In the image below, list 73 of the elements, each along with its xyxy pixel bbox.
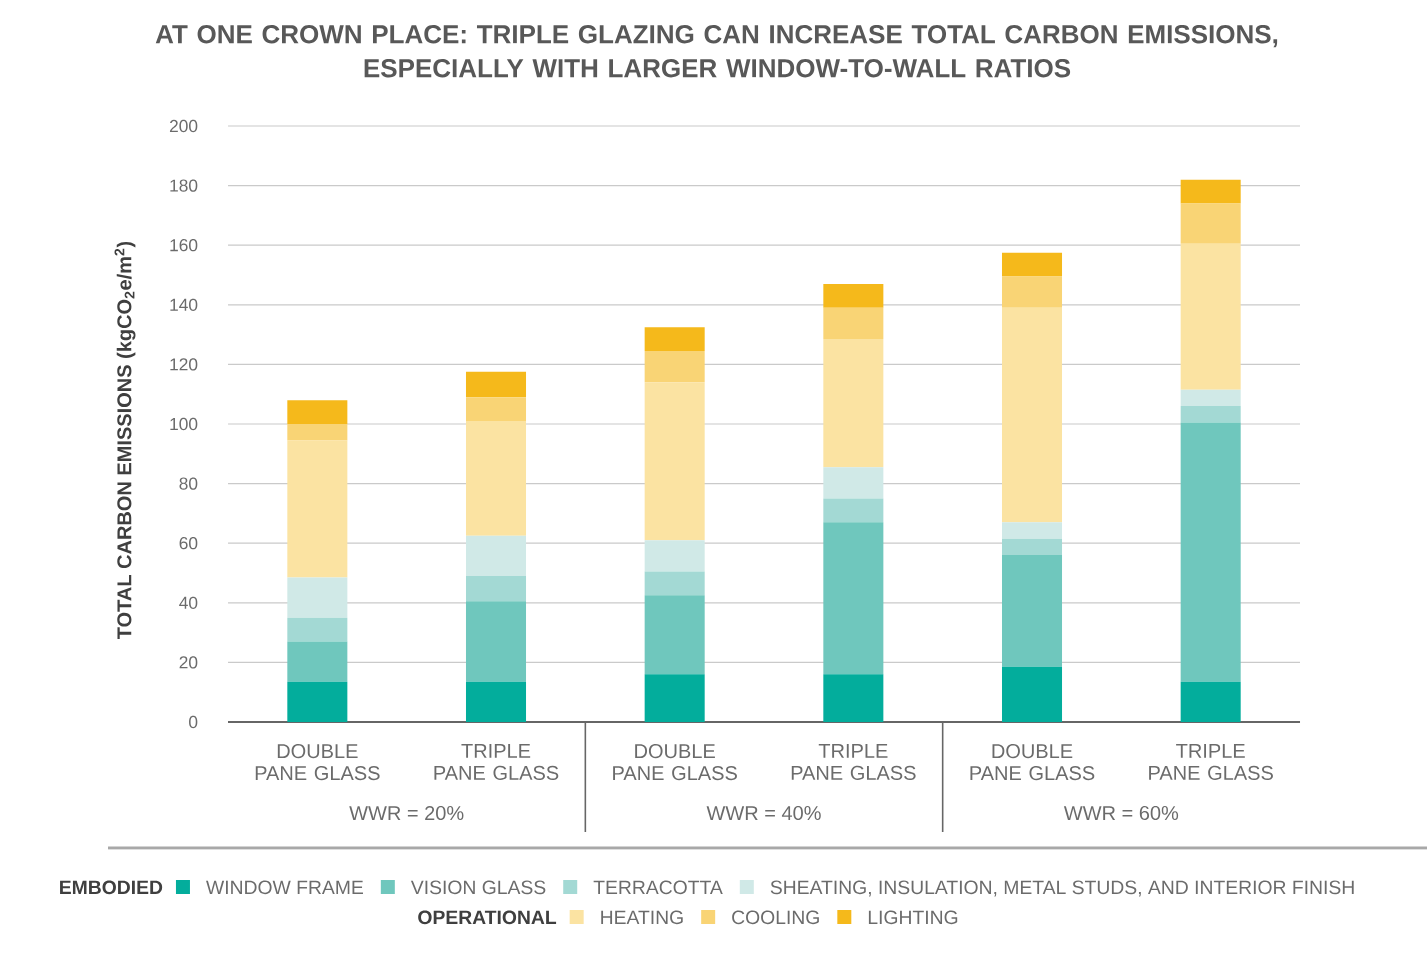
text: EMBODIED [60,880,163,895]
bar [465,575,527,602]
bar [644,382,705,541]
x-tick-label: TRIPLE PANE GLASS [434,744,559,780]
y-tick-label: 160 [170,239,198,252]
bar [1001,307,1063,523]
bar [1001,538,1063,556]
bar [1001,555,1063,667]
y-tick-label: 80 [179,477,198,490]
y-tick-label: 100 [170,417,198,431]
text: WWR = 60% [1063,805,1179,821]
y-tick-label: 40 [179,596,198,609]
bar [1001,252,1063,277]
bar [644,327,705,351]
bar [287,440,348,578]
y-tick-label: 60 [179,537,198,550]
bar [287,617,348,642]
chart-title: AT ONE CROWN PLACE: TRIPLE GLAZING CAN INCREASE TOTAL CARBON EMISSIONS, ESPECIALLY WITH LARGER WINDOW-TO-WALL RATIOS [155,24,1278,78]
bar [1001,522,1063,539]
bar [823,498,884,523]
bar [465,601,527,682]
bar [823,522,884,675]
y-tick-label: 20 [179,656,198,669]
bar [644,571,705,596]
x-tick-label: DOUBLE PANE GLASS [613,744,737,781]
bar [287,577,348,618]
bar [1180,203,1241,244]
x-tick-label: DOUBLE PANE GLASS [970,744,1095,781]
bar [465,535,527,576]
bar [465,371,527,398]
text: OPERATIONAL [418,910,557,925]
x-tick-label: TRIPLE PANE GLASS [1149,744,1273,780]
x-tick-label: DOUBLE PANE GLASS [255,744,380,781]
bar [644,595,705,675]
y-tick-label: 200 [169,119,198,133]
bar [465,397,527,422]
text: WWR = 20% [349,805,464,821]
legend-label: SHEATING, INSULATION, METAL STUDS, AND INTERIOR FINISH [770,880,1354,897]
bar [287,641,348,682]
bar [287,400,348,424]
bar [823,674,884,722]
legend-label: VISION GLASS [410,880,546,895]
bar [1180,422,1241,682]
y-axis-title: TOTAL CARBON EMISSIONS (kgCO$_{2}$e/m$^{2}$) [114,241,136,640]
text: WWR = 40% [706,805,821,821]
bar [823,339,884,468]
bar [823,283,884,308]
bar [644,540,705,572]
bar [465,421,527,536]
legend-label: TERRACOTTA [593,880,723,895]
bar [465,681,527,722]
bar [1001,276,1063,308]
bar [1180,243,1241,390]
y-tick-label: 180 [170,179,198,192]
bar [644,674,705,722]
y-tick-label: 120 [170,358,198,371]
bar [1180,406,1241,423]
bar [823,307,884,340]
bar [1001,666,1063,722]
bar [823,467,884,499]
y-tick-label: 0 [189,715,198,729]
bar [287,424,348,441]
legend-label: HEATING [601,910,683,925]
bar [1180,389,1241,407]
y-tick-label: 140 [170,298,198,311]
bar [287,681,348,722]
bar [644,350,705,383]
legend-label: WINDOW FRAME [206,880,363,895]
x-tick-label: TRIPLE PANE GLASS [791,744,916,780]
legend-label: LIGHTING [868,910,958,925]
legend-label: COOLING [732,910,819,925]
bar [1180,179,1241,204]
bar [1180,681,1241,722]
